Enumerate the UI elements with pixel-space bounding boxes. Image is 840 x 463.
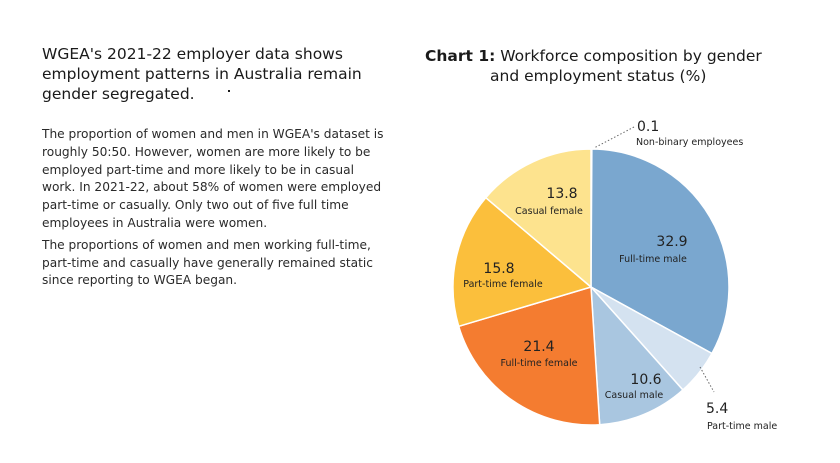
data-label-value: 13.8 bbox=[546, 186, 577, 202]
data-label-value: 5.4 bbox=[706, 401, 728, 417]
chart-title: Chart 1: Workforce composition by gender… bbox=[425, 46, 762, 86]
chart-title-label: Chart 1: bbox=[425, 47, 496, 65]
leader-line bbox=[593, 126, 635, 149]
data-label-name: Full-time male bbox=[619, 254, 687, 265]
article-headline: WGEA's 2021-22 employer data shows emplo… bbox=[42, 45, 362, 103]
data-label-name: Casual female bbox=[515, 206, 583, 217]
data-label-value: 10.6 bbox=[630, 372, 661, 388]
data-label-name: Part-time male bbox=[707, 421, 777, 432]
pie-slice-casual-male bbox=[590, 284, 684, 426]
data-label-value: 15.8 bbox=[483, 261, 514, 277]
pie-slice-part-time-female bbox=[452, 196, 593, 328]
pie-slice-full-time-female bbox=[457, 286, 601, 426]
data-label-name: Non-binary employees bbox=[636, 137, 743, 148]
pie-slice-full-time-male bbox=[590, 148, 730, 355]
chart-title-line2: and employment status (%) bbox=[490, 67, 707, 85]
article-body: The proportion of women and men in WGEA'… bbox=[42, 126, 387, 294]
data-label-value: 0.1 bbox=[637, 119, 659, 135]
data-label-name: Part-time female bbox=[463, 279, 543, 290]
pie-slice-casual-female bbox=[484, 148, 592, 289]
leader-line bbox=[699, 366, 715, 393]
data-label-value: 21.4 bbox=[523, 339, 554, 355]
data-label-name: Full-time female bbox=[501, 358, 578, 369]
article-paragraph: The proportions of women and men working… bbox=[42, 237, 374, 288]
data-label-name: Casual male bbox=[605, 390, 664, 401]
data-label-value: 32.9 bbox=[656, 234, 687, 250]
stray-dot bbox=[228, 90, 230, 92]
chart-title-line1: Workforce composition by gender bbox=[500, 47, 762, 65]
article-paragraph: The proportion of women and men in WGEA'… bbox=[42, 127, 384, 230]
